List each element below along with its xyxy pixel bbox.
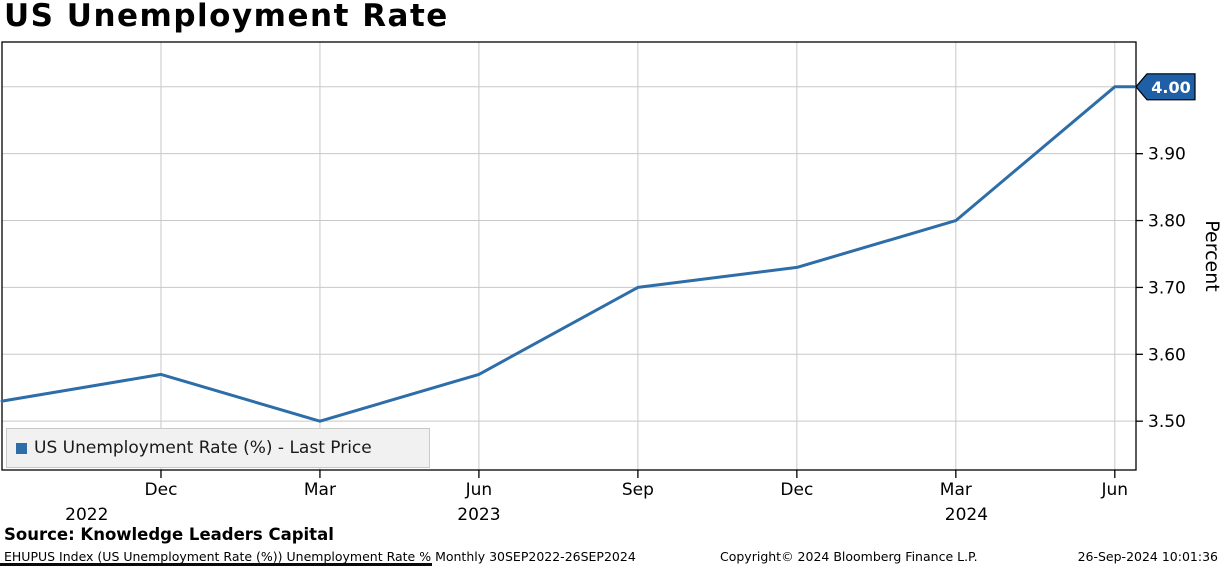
footer-meta-row: EHUPUS Index (US Unemployment Rate (%)) … [0, 549, 1224, 564]
legend-label: US Unemployment Rate (%) - Last Price [34, 438, 372, 458]
x-tick-label: Jun [465, 480, 493, 500]
timestamp-text: 26-Sep-2024 10:01:36 [1077, 549, 1218, 564]
bottom-border-bar [0, 563, 432, 566]
x-tick-label: Mar [304, 480, 336, 500]
x-tick-label: Mar [940, 480, 972, 500]
x-tick-label: Dec [145, 480, 178, 500]
copyright-text: Copyright© 2024 Bloomberg Finance L.P. [720, 549, 978, 564]
legend-swatch-icon [16, 442, 27, 454]
year-label: 2024 [945, 505, 988, 525]
last-price-label: 4.00 [1151, 78, 1190, 97]
x-tick-label: Sep [622, 480, 654, 500]
y-tick-label: 3.80 [1148, 212, 1186, 232]
page-title: US Unemployment Rate [4, 0, 449, 34]
year-label: 2023 [457, 505, 500, 525]
plot-border [1, 41, 1137, 471]
year-label: 2022 [65, 505, 108, 525]
y-tick-label: 3.50 [1148, 412, 1186, 432]
x-tick-label: Dec [780, 480, 813, 500]
y-tick-label: 3.60 [1148, 345, 1186, 365]
source-line: Source: Knowledge Leaders Capital [4, 525, 334, 544]
legend: US Unemployment Rate (%) - Last Price [6, 428, 430, 468]
series-line [0, 85, 1138, 423]
last-price-tag [1135, 73, 1196, 101]
y-tick-label: 3.90 [1148, 145, 1186, 165]
y-tick-label: 3.70 [1148, 278, 1186, 298]
x-tick-label: Jun [1101, 480, 1129, 500]
ticker-description: EHUPUS Index (US Unemployment Rate (%)) … [4, 549, 636, 564]
y-axis-title: Percent [1201, 220, 1223, 292]
